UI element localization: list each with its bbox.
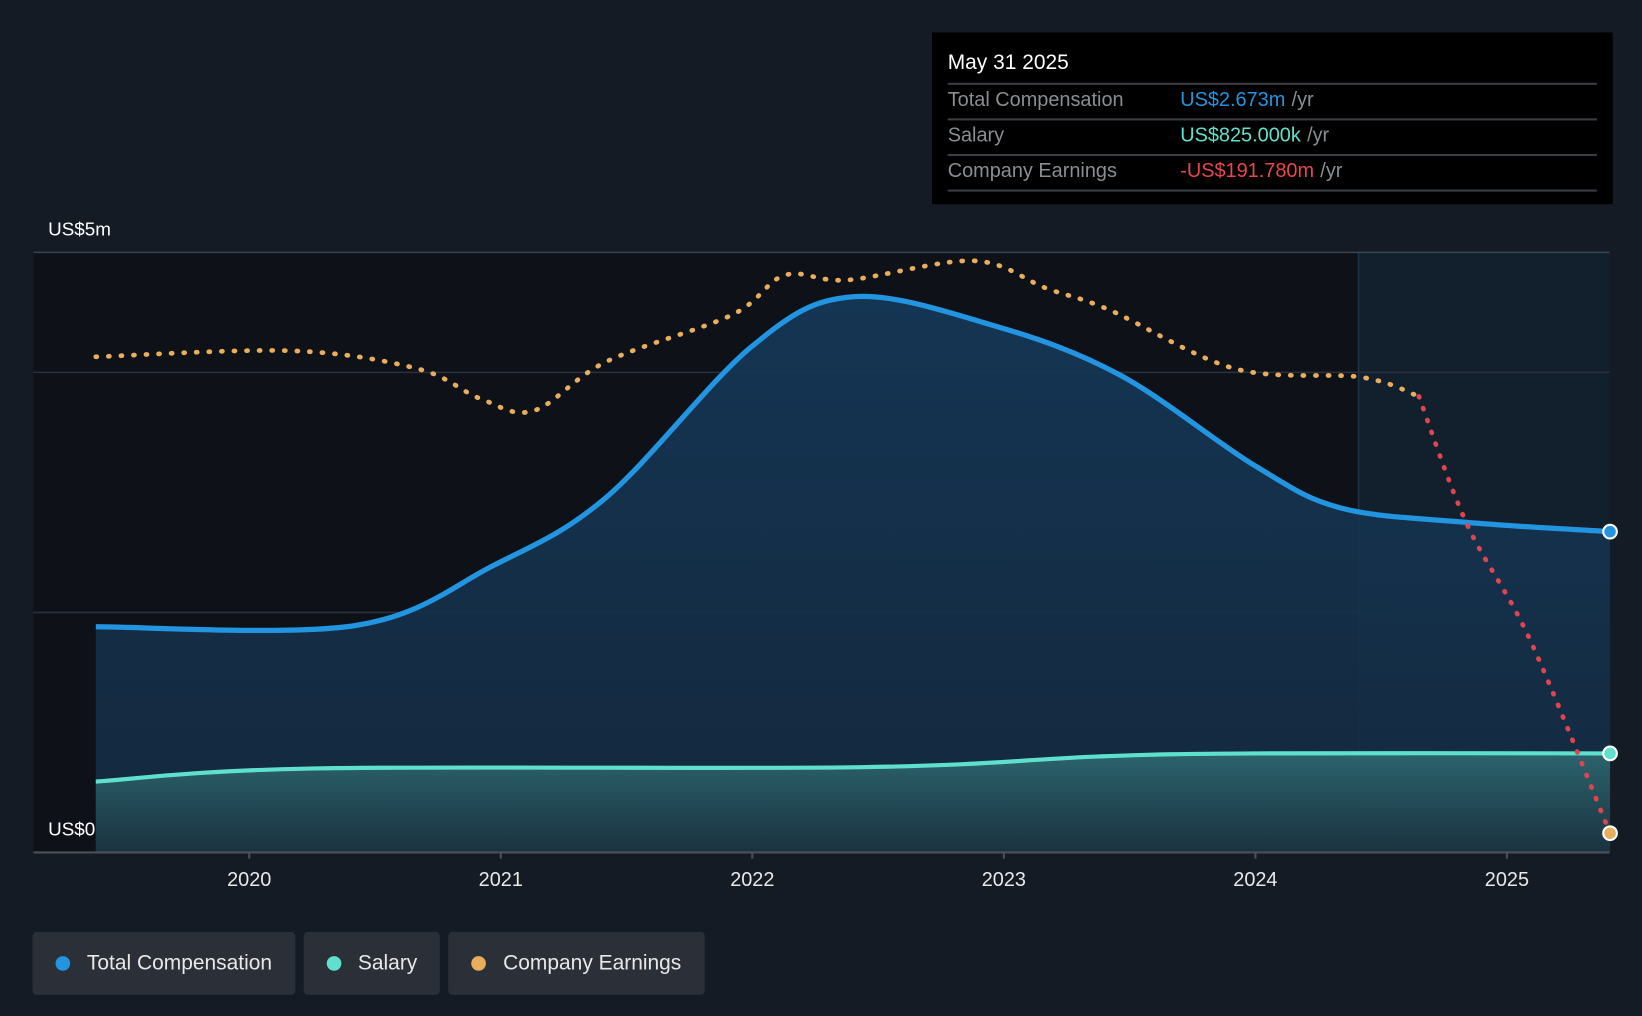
tooltip-unit: /yr (1320, 160, 1343, 183)
x-tick-label: 2022 (730, 869, 774, 891)
tooltip-label: Company Earnings (947, 160, 1117, 183)
salary-area (95, 753, 1611, 853)
company-earnings-negative-line (1416, 394, 1613, 836)
legend-label: Salary (357, 951, 418, 975)
company-earnings-end-marker (1602, 825, 1618, 842)
legend-item-company-earnings[interactable]: Company Earnings (448, 932, 705, 995)
tooltip-value: US$825.000k (1180, 124, 1301, 147)
company-earnings-line (93, 258, 1422, 415)
tooltip-unit: /yr (1307, 124, 1330, 147)
y-axis-label-top: US$5m (48, 219, 111, 240)
tooltip-value: US$2.673m (1180, 89, 1286, 112)
total-compensation-end-marker (1602, 523, 1618, 540)
tooltip-date: May 31 2025 (947, 47, 1597, 85)
tooltip-row-company-earnings: Company Earnings -US$191.780m /yr (947, 156, 1597, 192)
x-tick-label: 2021 (479, 869, 523, 891)
legend-item-total-compensation[interactable]: Total Compensation (32, 932, 296, 995)
tooltip: May 31 2025 Total Compensation US$2.673m… (932, 32, 1613, 205)
legend-item-salary[interactable]: Salary (303, 932, 441, 995)
legend: Total Compensation Salary Company Earnin… (32, 932, 705, 995)
tooltip-label: Total Compensation (947, 89, 1124, 112)
legend-dot-icon (326, 956, 342, 971)
total-compensation-area (95, 296, 1611, 853)
x-tick-label: 2020 (227, 869, 271, 891)
x-tick-label: 2024 (1233, 869, 1277, 891)
x-tick-label: 2023 (982, 869, 1026, 891)
tooltip-value: -US$191.780m (1180, 160, 1315, 183)
legend-label: Total Compensation (86, 951, 273, 975)
tooltip-label: Salary (947, 124, 1005, 147)
legend-dot-icon (55, 956, 71, 971)
y-axis-label-bottom: US$0 (48, 819, 95, 840)
legend-dot-icon (471, 956, 487, 971)
salary-end-marker (1602, 745, 1618, 762)
tooltip-row-total-compensation: Total Compensation US$2.673m /yr (947, 85, 1597, 121)
salary-line (95, 751, 1611, 784)
total-compensation-line (95, 293, 1611, 634)
x-tick-label: 2025 (1485, 869, 1529, 891)
legend-label: Company Earnings (503, 951, 682, 975)
tooltip-row-salary: Salary US$825.000k /yr (947, 120, 1597, 157)
tooltip-unit: /yr (1291, 89, 1314, 112)
